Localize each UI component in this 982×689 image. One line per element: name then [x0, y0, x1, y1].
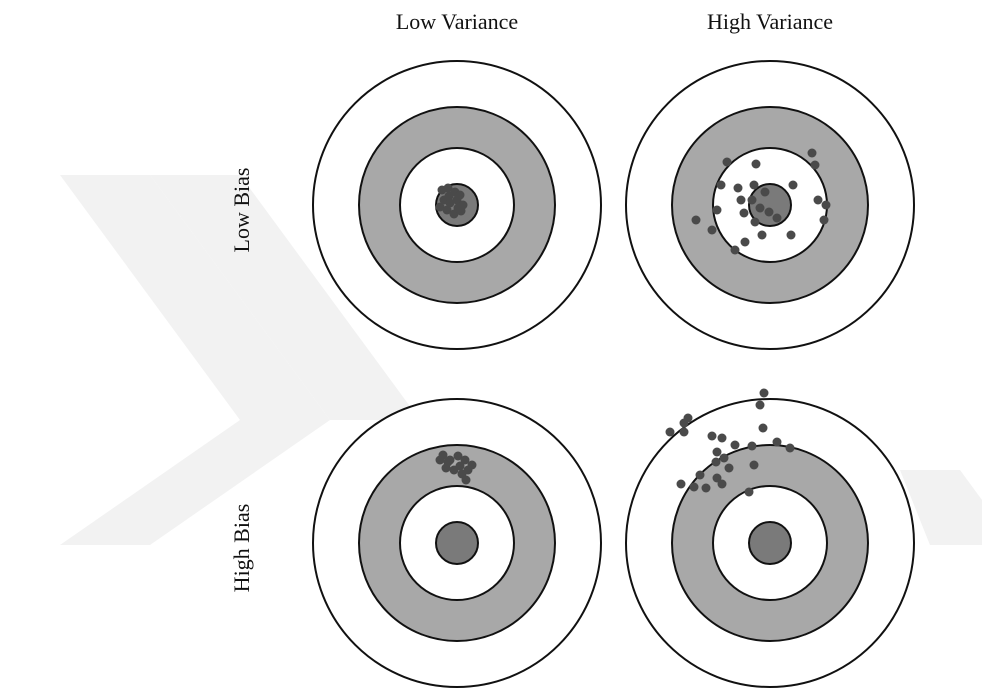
dart-hit: [695, 470, 705, 480]
dart-hit: [755, 203, 765, 213]
dart-hit: [455, 461, 465, 471]
dart-hit: [679, 427, 689, 437]
dart-hit: [443, 457, 453, 467]
dart-hit: [445, 198, 455, 208]
dart-hit: [716, 180, 726, 190]
dart-hit: [665, 427, 675, 437]
dart-hit: [719, 453, 729, 463]
dart-hit: [744, 487, 754, 497]
dart-hit: [461, 475, 471, 485]
dart-hit: [730, 440, 740, 450]
dart-hit: [764, 207, 774, 217]
dart-hit: [747, 441, 757, 451]
dart-hit: [757, 230, 767, 240]
dart-hit: [689, 482, 699, 492]
watermark: [60, 175, 982, 545]
dart-hit: [760, 187, 770, 197]
target-ring: [435, 521, 479, 565]
dart-hit: [460, 455, 470, 465]
dart-hit: [819, 215, 829, 225]
dart-hit: [755, 400, 765, 410]
dart-hit: [730, 245, 740, 255]
dart-hit: [452, 195, 462, 205]
dart-hit: [453, 451, 463, 461]
row-label: Low Bias: [229, 168, 254, 253]
row-label: High Bias: [229, 504, 254, 593]
dart-hit: [717, 479, 727, 489]
dart-hit: [759, 388, 769, 398]
dart-hit: [772, 437, 782, 447]
dart-hit: [739, 208, 749, 218]
dart-hit: [758, 423, 768, 433]
dart-hit: [676, 479, 686, 489]
column-label: Low Variance: [396, 9, 518, 34]
dart-hit: [749, 460, 759, 470]
dart-hit: [443, 183, 453, 193]
dart-hit: [691, 215, 701, 225]
dart-hit: [711, 457, 721, 467]
targets: [312, 60, 915, 688]
dart-hit: [707, 431, 717, 441]
dart-hit: [785, 443, 795, 453]
dart-hit: [813, 195, 823, 205]
dart-hit: [453, 203, 463, 213]
dart-hit: [707, 225, 717, 235]
dart-hit: [712, 205, 722, 215]
dart-hit: [736, 195, 746, 205]
dart-hit: [722, 157, 732, 167]
dart-hit: [810, 160, 820, 170]
dart-hit: [442, 205, 452, 215]
dart-hit: [463, 465, 473, 475]
dart-hit: [712, 447, 722, 457]
dart-hit: [751, 159, 761, 169]
dart-hit: [749, 180, 759, 190]
column-label: High Variance: [707, 9, 833, 34]
dart-hit: [786, 230, 796, 240]
dart-hit: [444, 191, 454, 201]
dart-hit: [788, 180, 798, 190]
dart-hit: [712, 473, 722, 483]
dart-hit: [750, 217, 760, 227]
dart-hit: [747, 195, 757, 205]
dart-hit: [772, 213, 782, 223]
dart-hit: [717, 433, 727, 443]
dart-hit: [733, 183, 743, 193]
dart-hit: [435, 455, 445, 465]
dart-hit: [701, 483, 711, 493]
dart-hit: [679, 418, 689, 428]
target-ring: [748, 521, 792, 565]
dart-hit: [740, 237, 750, 247]
dart-hit: [807, 148, 817, 158]
dart-hit: [724, 463, 734, 473]
dart-hit: [435, 202, 445, 212]
dart-hit: [821, 200, 831, 210]
